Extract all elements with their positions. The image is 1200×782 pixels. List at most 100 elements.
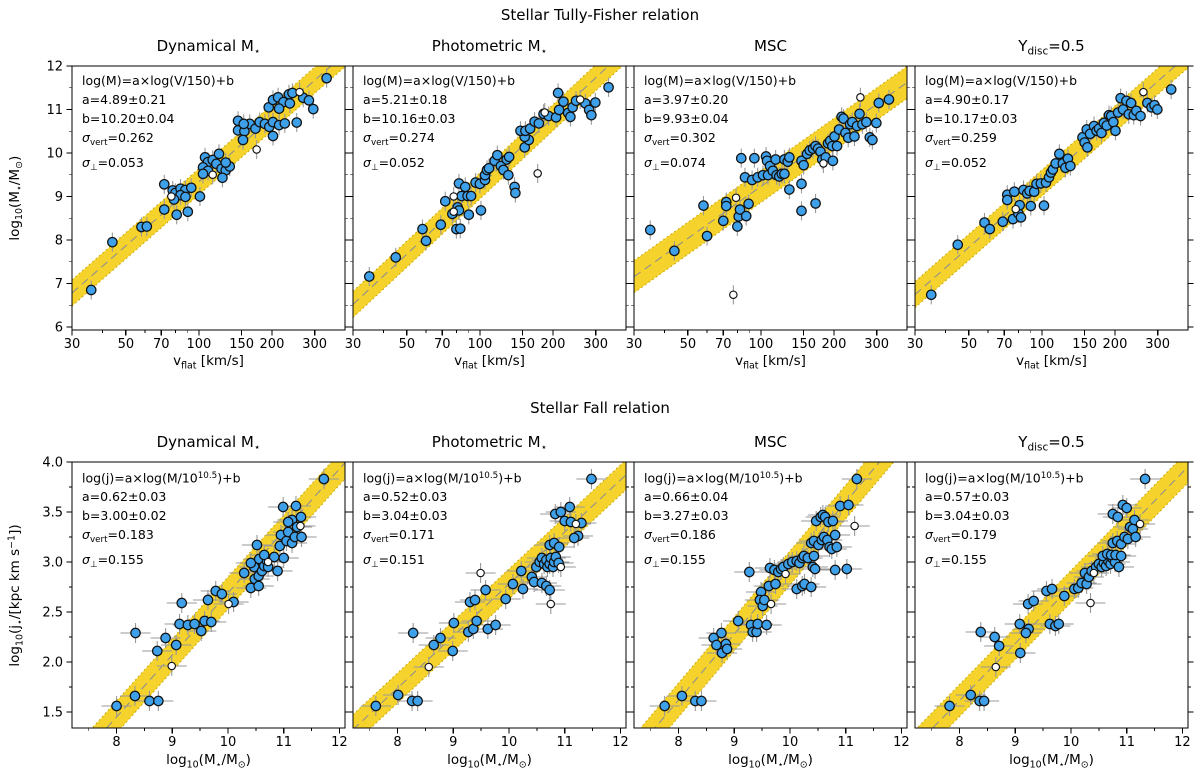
x-tick-label: 11	[275, 735, 292, 750]
fit-stats-line: σvert=0.183	[82, 527, 154, 546]
data-point	[1082, 142, 1093, 153]
tick-labels: 8 9 10 11 12 1.5 2.0 2.5 3.0 3.5 4.0	[42, 456, 347, 751]
data-point	[952, 239, 964, 251]
data-point	[805, 581, 817, 593]
fit-stats-line: b=3.27±0.03	[644, 508, 729, 524]
panel-title-tully-fisher-1: Photometric M⋆	[431, 37, 548, 58]
data-point	[975, 626, 987, 638]
data-point	[158, 178, 170, 190]
data-point-open	[781, 569, 790, 579]
data-point-open	[819, 159, 828, 168]
data-point	[779, 168, 790, 180]
data-point	[407, 627, 419, 639]
fit-stats-line: a=3.97±0.20	[644, 92, 729, 107]
y-tick-label: 1.5	[42, 706, 63, 721]
data-point	[1139, 473, 1151, 485]
data-point	[831, 140, 843, 152]
x-tick-label: 300	[1145, 337, 1170, 352]
x-tick-label: 30	[64, 337, 81, 352]
data-point	[873, 97, 885, 109]
band-lower-edge	[72, 66, 345, 307]
fit-stats-tully-fisher-3: log(M)=a×log(V/150)+b a=4.90±0.17 b=10.17±…	[925, 71, 1077, 178]
data-point	[564, 501, 576, 513]
data-point	[784, 152, 795, 163]
data-point	[1096, 127, 1107, 139]
data-point	[417, 223, 428, 235]
data-point	[732, 615, 744, 627]
data-point	[1038, 200, 1050, 211]
data-point	[217, 172, 228, 184]
x-tick-label: 9	[730, 735, 738, 750]
y-tick-label: 8	[55, 233, 63, 248]
data-point	[1152, 104, 1163, 115]
x-tick-label: 200	[1103, 337, 1128, 352]
data-point	[238, 118, 250, 130]
ylabel-stellar-mass: log10(M⋆/M⊙)	[6, 155, 26, 241]
xlabel-tully-fisher-0: vflat [km/s]	[173, 353, 244, 372]
y-tick-label: 4.0	[42, 456, 63, 471]
fit-stats-line: σ⊥=0.053	[82, 155, 144, 174]
data-point-open	[575, 95, 585, 104]
data-point	[245, 557, 257, 569]
panel-title-tully-fisher-3: Ydisc=0.5	[1018, 37, 1085, 58]
data-point	[483, 162, 495, 174]
data-point	[160, 632, 171, 644]
data-point	[696, 695, 707, 707]
fit-stats-line: σvert=0.259	[925, 130, 997, 149]
data-point	[925, 289, 937, 301]
suptitle-fall: Stellar Fall relation	[530, 399, 670, 417]
data-point	[676, 690, 688, 702]
x-tick-label: 9	[168, 735, 176, 750]
data-point	[85, 284, 97, 296]
plot-fall-1: 8 9 10 11 12	[347, 461, 632, 750]
x-tick-label: 11	[556, 735, 573, 750]
x-tick-label: 150	[510, 337, 535, 352]
data-point	[586, 473, 597, 485]
data-point	[749, 152, 760, 164]
fit-stats-line: log(M)=a×log(V/150)+b	[82, 73, 235, 88]
data-point-open	[449, 192, 458, 201]
data-point-open	[991, 662, 1001, 672]
data-point	[277, 501, 289, 513]
data-point-open	[540, 108, 550, 117]
data-point	[944, 700, 955, 712]
data-point	[273, 103, 285, 114]
y-tick-label: 2.0	[42, 656, 63, 671]
axis-frame	[909, 65, 1194, 336]
data-point	[189, 618, 200, 630]
data-point	[603, 81, 614, 93]
x-tick-label: 100	[467, 337, 492, 352]
data-point-open	[729, 290, 738, 300]
x-tick-label: 200	[260, 337, 285, 352]
fit-stats-line: log(M)=a×log(V/150)+b	[925, 73, 1078, 88]
data-point	[220, 157, 232, 168]
band-upper-edge	[91, 462, 333, 728]
x-tick-label: 12	[612, 735, 629, 750]
data-point	[447, 645, 459, 657]
fit-stats-line: σvert=0.186	[644, 527, 716, 546]
fit-stats-line: log(M)=a×log(V/150)+b	[644, 73, 797, 88]
x-tick-label: 300	[302, 337, 327, 352]
data-point-open	[476, 568, 485, 578]
data-point	[555, 506, 567, 518]
x-tick-label: 10	[220, 735, 237, 750]
data-point	[216, 588, 228, 600]
data-point	[471, 615, 483, 627]
x-tick-label: 150	[791, 337, 816, 352]
fit-stats-line: log(j)=a×log(M/1010.5)+b	[363, 470, 522, 486]
data-point	[503, 169, 514, 181]
data-point-open	[424, 662, 434, 672]
fit-stats-line: a=4.89±0.21	[82, 92, 167, 107]
data-point	[798, 159, 809, 171]
data-point	[1112, 511, 1124, 523]
data-point	[144, 695, 155, 707]
fit-stats-line: σ⊥=0.052	[925, 155, 987, 174]
y-tick-label: 2.5	[42, 606, 63, 621]
axis-frame	[347, 461, 632, 734]
y-tick-label: 3.5	[42, 506, 63, 521]
data-point	[251, 539, 263, 551]
data-point	[784, 184, 795, 195]
fit-stats-line: σvert=0.302	[644, 130, 716, 149]
data-point	[871, 117, 882, 129]
